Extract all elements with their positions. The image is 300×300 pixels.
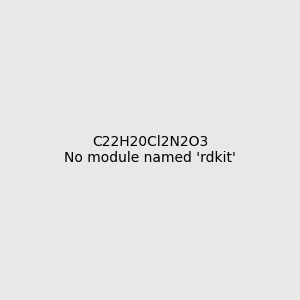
Text: C22H20Cl2N2O3
No module named 'rdkit': C22H20Cl2N2O3 No module named 'rdkit' [64,135,236,165]
